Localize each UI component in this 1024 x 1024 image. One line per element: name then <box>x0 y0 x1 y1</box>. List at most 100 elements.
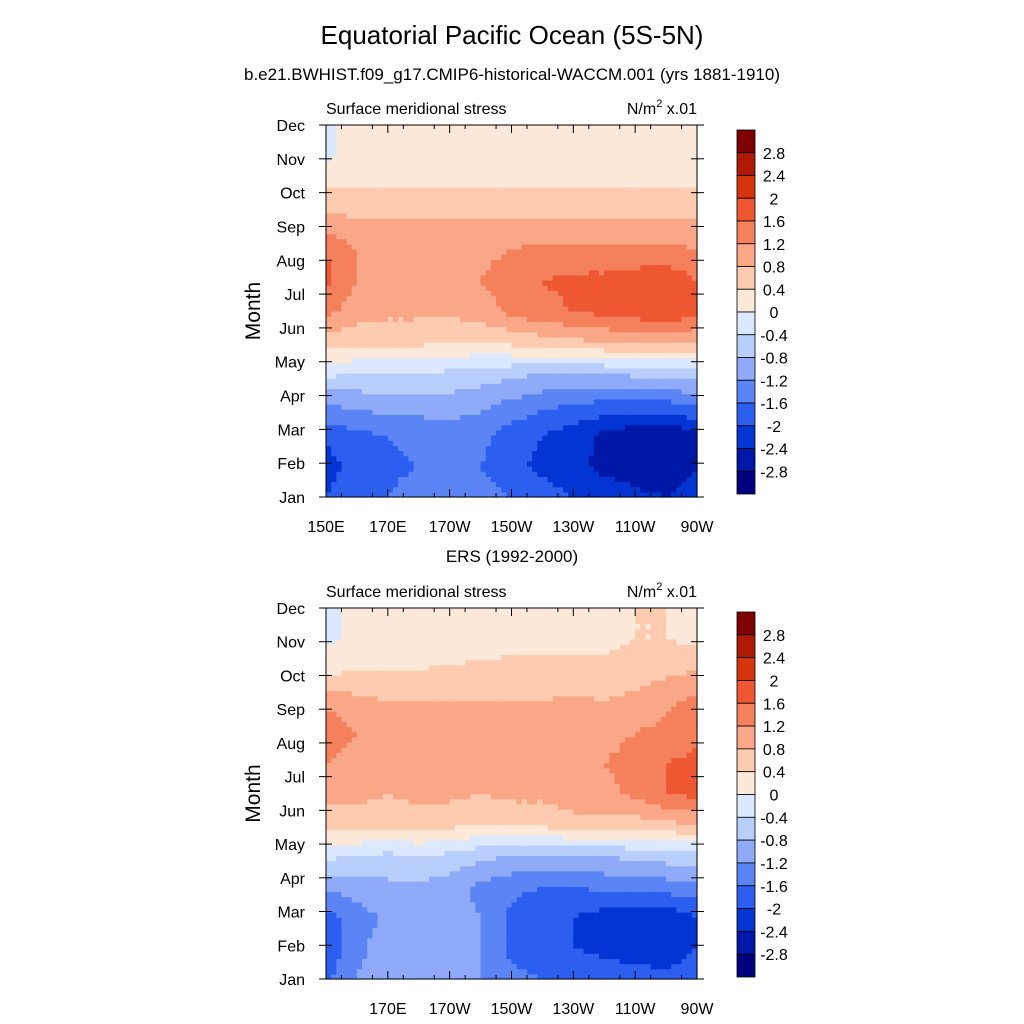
heatmap-cell <box>459 223 466 229</box>
heatmap-cell <box>403 352 410 359</box>
heatmap-cell <box>563 388 569 395</box>
heatmap-cell <box>619 435 626 441</box>
heatmap-cell <box>593 249 600 255</box>
heatmap-cell <box>526 481 533 488</box>
heatmap-cell <box>475 316 482 322</box>
heatmap-cell <box>418 393 425 400</box>
heatmap-cell <box>521 440 528 446</box>
heatmap-cell <box>588 388 595 395</box>
heatmap-cell <box>341 140 348 147</box>
heatmap-cell <box>630 192 636 198</box>
heatmap-cell <box>578 259 585 266</box>
heatmap-cell <box>367 326 373 333</box>
heatmap-cell <box>439 212 446 219</box>
heatmap-cell <box>336 192 343 198</box>
heatmap-cell <box>444 414 451 421</box>
heatmap-cell <box>326 249 332 255</box>
heatmap-cell <box>568 233 574 240</box>
heatmap-cell <box>501 161 507 167</box>
heatmap-cell <box>346 300 353 307</box>
heatmap-cell <box>444 398 451 405</box>
heatmap-cell <box>563 233 569 240</box>
heatmap-cell <box>326 331 332 338</box>
heatmap-cell <box>516 326 523 333</box>
heatmap-cell <box>563 181 569 188</box>
heatmap-cell <box>506 347 513 353</box>
heatmap-cell <box>331 331 337 338</box>
heatmap-cell <box>377 476 384 483</box>
heatmap-cell <box>511 440 518 446</box>
heatmap-cell <box>604 471 610 477</box>
heatmap-cell <box>526 264 533 271</box>
heatmap-cell <box>403 450 410 457</box>
heatmap-cell <box>614 223 621 229</box>
heatmap-cell <box>552 388 559 395</box>
heatmap-cell <box>593 197 600 204</box>
heatmap-cell <box>542 269 549 276</box>
heatmap-cell <box>671 192 677 198</box>
heatmap-cell <box>526 336 533 343</box>
heatmap-cell <box>367 450 373 457</box>
heatmap-cell <box>387 254 394 260</box>
heatmap-cell <box>408 192 415 198</box>
heatmap-cell <box>511 378 518 384</box>
heatmap-cell <box>459 212 466 219</box>
heatmap-cell <box>588 228 595 235</box>
heatmap-cell <box>568 218 574 224</box>
heatmap-cell <box>485 445 492 452</box>
heatmap-cell <box>542 352 549 359</box>
heatmap-cell <box>578 352 585 359</box>
heatmap-cell <box>511 362 518 369</box>
heatmap-cell <box>537 419 544 426</box>
heatmap-cell <box>501 357 507 364</box>
heatmap-cell <box>501 202 507 209</box>
heatmap-cell <box>547 176 554 183</box>
heatmap-cell <box>496 367 502 374</box>
heatmap-cell <box>624 491 631 498</box>
heatmap-cell <box>681 249 688 255</box>
heatmap-cell <box>490 424 497 431</box>
heatmap-cell <box>542 486 549 493</box>
heatmap-cell <box>496 130 502 136</box>
heatmap-cell <box>506 150 513 157</box>
heatmap-cell <box>454 145 461 152</box>
heatmap-cell <box>465 445 471 452</box>
heatmap-cell <box>676 269 683 276</box>
heatmap-cell <box>511 223 518 229</box>
heatmap-cell <box>691 295 698 302</box>
heatmap-cell <box>537 481 544 488</box>
heatmap-cell <box>413 233 420 240</box>
heatmap-cell <box>516 367 523 374</box>
heatmap-cell <box>635 228 641 235</box>
heatmap-cell <box>599 336 605 343</box>
heatmap-cell <box>604 321 610 328</box>
heatmap-cell <box>563 455 569 462</box>
heatmap-cell <box>666 424 672 431</box>
heatmap-cell <box>691 460 698 467</box>
heatmap-cell <box>439 192 446 198</box>
heatmap-cell <box>326 202 332 209</box>
heatmap-cell <box>398 290 404 297</box>
heatmap-cell <box>619 280 626 286</box>
heatmap-cell <box>423 140 430 147</box>
heatmap-cell <box>341 326 348 333</box>
heatmap-cell <box>475 460 482 467</box>
heatmap-cell <box>490 486 497 493</box>
heatmap-cell <box>532 223 538 229</box>
heatmap-cell <box>434 326 440 333</box>
heatmap-cell <box>619 336 626 343</box>
heatmap-cell <box>532 218 538 224</box>
heatmap-cell <box>526 192 533 198</box>
heatmap-cell <box>640 197 647 204</box>
heatmap-cell <box>377 331 384 338</box>
heatmap-cell <box>465 342 471 348</box>
heatmap-cell <box>490 383 497 390</box>
heatmap-cell <box>686 166 693 173</box>
heatmap-cell <box>542 243 549 250</box>
heatmap-cell <box>624 466 631 472</box>
heatmap-cell <box>578 223 585 229</box>
heatmap-cell <box>501 212 507 219</box>
heatmap-cell <box>449 362 456 369</box>
heatmap-cell <box>609 357 616 364</box>
heatmap-cell <box>382 481 389 488</box>
